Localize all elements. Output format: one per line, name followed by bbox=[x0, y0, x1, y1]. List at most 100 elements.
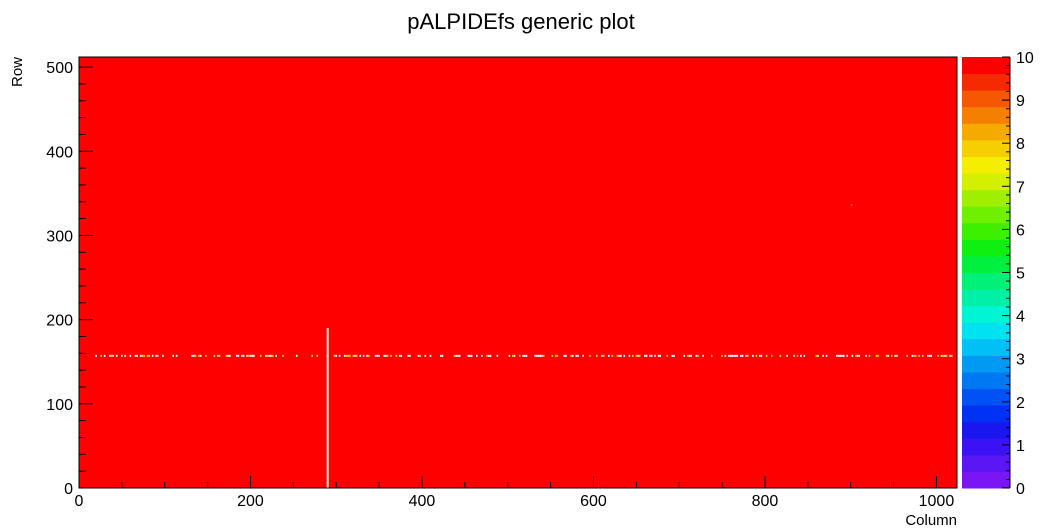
row-pixel bbox=[616, 354, 619, 357]
x-tick-label: 400 bbox=[409, 493, 436, 510]
row-pixel bbox=[475, 354, 478, 357]
row-pixel bbox=[253, 354, 255, 357]
row-pixel bbox=[541, 354, 543, 357]
row-pixel bbox=[251, 354, 253, 357]
row-pixel bbox=[632, 354, 634, 357]
y-axis: 0 100 200 300 400 500 bbox=[46, 60, 93, 498]
row-pixel bbox=[424, 354, 427, 357]
row-pixel bbox=[148, 354, 151, 357]
row-pixel bbox=[146, 354, 149, 357]
row-pixel bbox=[378, 354, 380, 357]
row-pixel bbox=[729, 354, 732, 357]
row-pixel bbox=[551, 354, 554, 357]
row-pixel bbox=[868, 354, 871, 357]
y-tick-label: 0 bbox=[64, 481, 73, 498]
row-pixel bbox=[524, 354, 526, 357]
row-pixel bbox=[752, 354, 754, 357]
palette-band bbox=[962, 222, 1010, 240]
row-pixel bbox=[695, 354, 698, 357]
row-pixel bbox=[198, 354, 200, 357]
row-pixel bbox=[779, 354, 782, 357]
palette-band bbox=[962, 454, 1010, 472]
row-pixel bbox=[842, 354, 845, 357]
row-pixel bbox=[740, 354, 742, 357]
row-pixel bbox=[270, 354, 272, 357]
row-pixel bbox=[793, 354, 795, 357]
row-pixel bbox=[755, 354, 758, 357]
row-pixel bbox=[457, 354, 459, 357]
row-pixel bbox=[536, 354, 538, 357]
row-pixel bbox=[654, 354, 656, 357]
row-pixel bbox=[275, 354, 277, 357]
z-tick-label: 3 bbox=[1016, 352, 1025, 369]
row-pixel bbox=[100, 354, 103, 357]
row-pixel bbox=[259, 354, 262, 357]
row-pixel bbox=[352, 354, 355, 357]
row-pixel bbox=[199, 354, 202, 357]
plot-area bbox=[78, 56, 958, 489]
row-pixel bbox=[746, 354, 749, 357]
row-pixel bbox=[157, 354, 159, 357]
row-pixel bbox=[914, 354, 917, 357]
z-tick-label: 9 bbox=[1016, 93, 1025, 110]
row-pixel bbox=[271, 354, 274, 357]
row-pixel bbox=[846, 354, 848, 357]
y-axis-label: Row bbox=[9, 57, 26, 87]
row-pixel bbox=[683, 354, 686, 357]
row-pixel bbox=[400, 354, 403, 357]
row-pixel bbox=[343, 354, 346, 357]
row-pixel bbox=[644, 354, 646, 357]
row-pixel bbox=[518, 354, 521, 357]
z-tick-label: 10 bbox=[1016, 50, 1034, 67]
row-pixel bbox=[563, 354, 566, 357]
row-pixel bbox=[417, 354, 420, 357]
row-pixel bbox=[385, 354, 387, 357]
palette-band bbox=[962, 371, 1010, 390]
row-pixel bbox=[419, 354, 421, 357]
row-pixel bbox=[890, 354, 893, 357]
row-pixel bbox=[650, 354, 653, 357]
row-pixel bbox=[242, 354, 245, 357]
row-pixel bbox=[441, 354, 444, 357]
row-pixel bbox=[470, 354, 473, 357]
row-pixel bbox=[803, 354, 806, 357]
row-pixel bbox=[366, 354, 368, 357]
row-pixel bbox=[241, 354, 243, 357]
palette-band bbox=[962, 73, 1010, 91]
row-pixel bbox=[800, 354, 802, 357]
x-axis-label: Column bbox=[905, 512, 957, 529]
palette-band bbox=[962, 388, 1010, 406]
palette-band bbox=[962, 405, 1010, 423]
row-pixel bbox=[786, 354, 788, 357]
row-pixel bbox=[851, 354, 854, 357]
row-pixel bbox=[227, 354, 229, 357]
row-pixel bbox=[109, 354, 111, 357]
y-tick-label: 500 bbox=[46, 60, 73, 77]
row-pixel bbox=[383, 354, 385, 357]
row-pixel bbox=[575, 354, 578, 357]
row-pixel bbox=[395, 354, 397, 357]
palette-band bbox=[962, 471, 1010, 489]
palette-band bbox=[962, 173, 1010, 191]
row-pixel bbox=[928, 354, 931, 357]
row-pixel bbox=[511, 354, 514, 357]
row-pixel bbox=[734, 354, 737, 357]
row-pixel bbox=[386, 354, 389, 357]
row-pixel bbox=[429, 354, 432, 357]
plot-frame bbox=[78, 56, 958, 489]
row-pixel bbox=[858, 354, 860, 357]
x-axis: 0 200 400 600 800 1000 bbox=[75, 476, 954, 510]
row-pixel bbox=[439, 354, 442, 357]
palette-band bbox=[962, 139, 1010, 157]
row-pixel bbox=[487, 354, 490, 357]
row-pixel bbox=[295, 354, 298, 357]
row-pixel bbox=[213, 354, 216, 357]
z-tick-label: 5 bbox=[1016, 266, 1025, 283]
row-pixel bbox=[950, 354, 953, 357]
row-pixel bbox=[537, 354, 540, 357]
palette-band bbox=[962, 355, 1010, 373]
row-pixel bbox=[688, 354, 691, 357]
row-pixel bbox=[172, 354, 175, 357]
x-tick-label: 600 bbox=[580, 493, 607, 510]
